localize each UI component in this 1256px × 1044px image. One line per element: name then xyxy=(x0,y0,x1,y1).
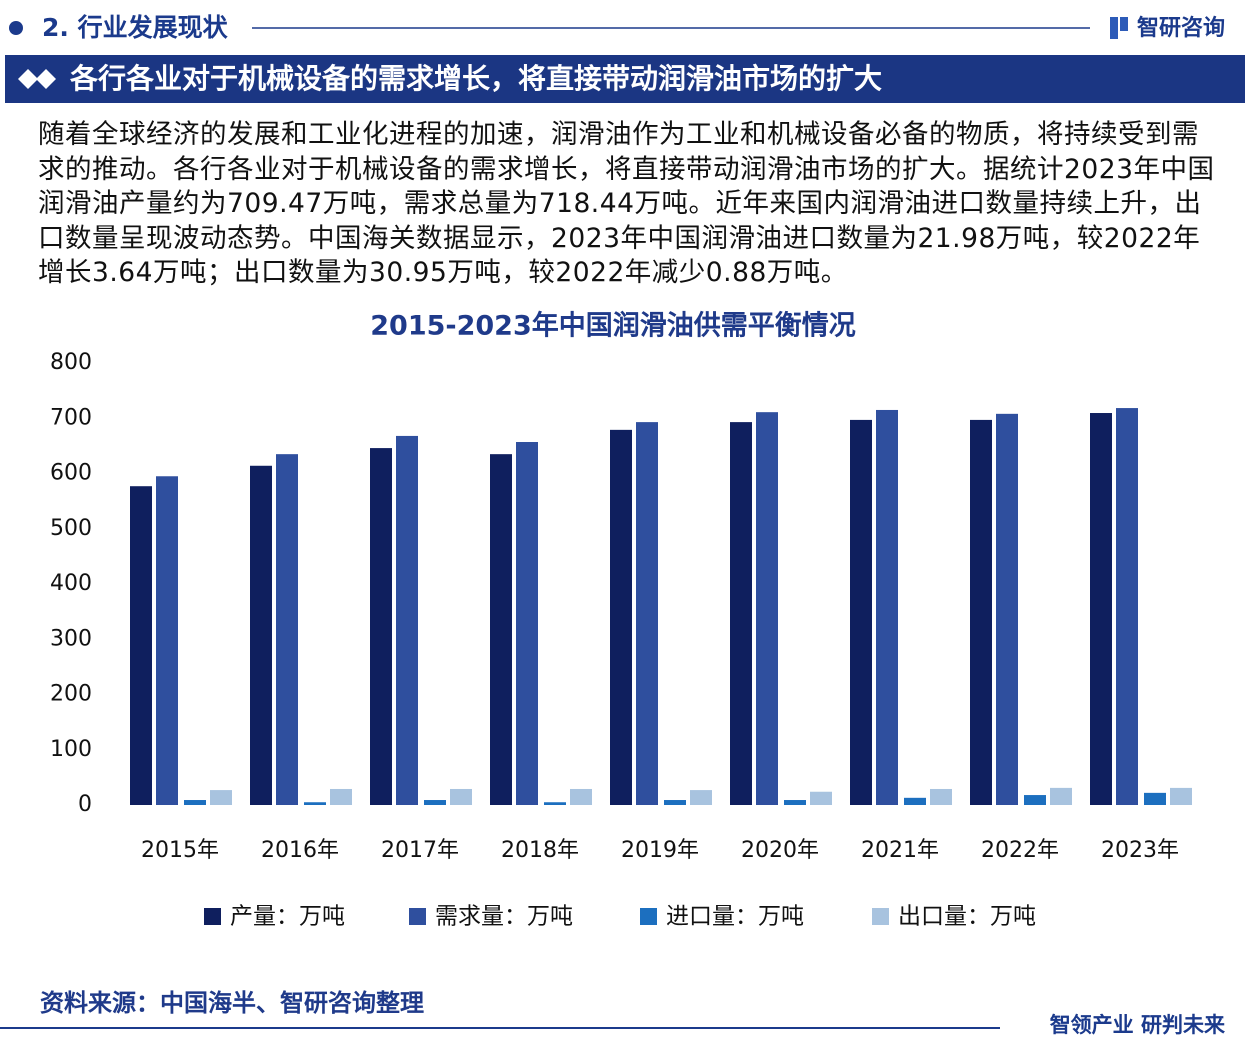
source: 资料来源：中国海半、智研咨询整理 xyxy=(40,989,424,1017)
legend-label: 产量：万吨 xyxy=(230,904,345,930)
legend-swatch xyxy=(204,908,221,925)
slogan: 智领产业 研判未来 xyxy=(1050,1013,1226,1037)
y-tick-label: 500 xyxy=(50,516,92,541)
bar xyxy=(996,413,1018,805)
bar xyxy=(636,422,658,805)
bar xyxy=(730,422,752,805)
bar xyxy=(756,412,778,805)
bar xyxy=(450,788,472,805)
x-tick-label: 2019年 xyxy=(621,838,699,863)
bar xyxy=(1144,792,1166,805)
x-tick-label: 2015年 xyxy=(141,838,219,863)
bar xyxy=(850,419,872,805)
paragraph: 随着全球经济的发展和工业化进程的加速，润滑油作为工业和机械设备必备的物质，将持续… xyxy=(38,119,1215,288)
x-tick-label: 2017年 xyxy=(381,838,459,863)
bar xyxy=(690,790,712,805)
bar xyxy=(1090,413,1112,805)
bar xyxy=(610,429,632,805)
bar xyxy=(276,454,298,805)
legend-swatch xyxy=(409,908,426,925)
legend-label: 需求量：万吨 xyxy=(435,904,573,930)
legend-label: 出口量：万吨 xyxy=(898,904,1036,930)
y-tick-label: 600 xyxy=(50,461,92,486)
bar xyxy=(544,802,566,805)
legend-label: 进口量：万吨 xyxy=(666,904,804,930)
bar xyxy=(1170,787,1192,805)
bar xyxy=(1116,408,1138,805)
bar xyxy=(370,448,392,805)
bar xyxy=(876,409,898,805)
legend-swatch xyxy=(872,908,889,925)
bar xyxy=(330,788,352,805)
y-tick-label: 0 xyxy=(78,792,92,817)
banner-title: 各行各业对于机械设备的需求增长，将直接带动润滑油市场的扩大 xyxy=(69,62,882,95)
chart-title: 2015-2023年中国润滑油供需平衡情况 xyxy=(370,310,856,342)
bar xyxy=(1050,787,1072,805)
logo-icon xyxy=(1120,17,1128,31)
bar xyxy=(930,788,952,805)
x-tick-label: 2018年 xyxy=(501,838,579,863)
x-tick-label: 2023年 xyxy=(1101,838,1179,863)
y-tick-label: 300 xyxy=(50,626,92,651)
bar xyxy=(424,800,446,805)
y-tick-label: 800 xyxy=(50,350,92,375)
bar xyxy=(250,465,272,805)
logo-icon xyxy=(1110,17,1118,39)
bar xyxy=(184,800,206,805)
x-tick-label: 2016年 xyxy=(261,838,339,863)
bar xyxy=(210,790,232,805)
bar xyxy=(664,800,686,805)
y-tick-label: 100 xyxy=(50,737,92,762)
y-tick-label: 400 xyxy=(50,571,92,596)
bullet xyxy=(9,21,23,35)
plot: 0 100 200 300 400 500 600 700 800 2015年 2016年 2017年… xyxy=(50,350,1192,930)
bar xyxy=(784,800,806,805)
bar xyxy=(516,442,538,805)
x-tick-label: 2020年 xyxy=(741,838,819,863)
legend-swatch xyxy=(640,908,657,925)
bar xyxy=(810,791,832,805)
bar xyxy=(1024,795,1046,805)
bar xyxy=(396,435,418,805)
bar xyxy=(130,486,152,805)
x-tick-label: 2022年 xyxy=(981,838,1059,863)
section-title: 2. 行业发展现状 xyxy=(42,13,229,42)
bar xyxy=(970,419,992,805)
y-tick-label: 700 xyxy=(50,405,92,430)
logo: 智研咨询 xyxy=(1137,15,1225,41)
banner xyxy=(5,55,1245,103)
bar xyxy=(904,797,926,805)
bar xyxy=(156,476,178,805)
bar xyxy=(570,788,592,805)
y-tick-label: 200 xyxy=(50,682,92,707)
banner-icon xyxy=(18,69,56,89)
bar xyxy=(304,802,326,805)
bar xyxy=(490,454,512,805)
x-tick-label: 2021年 xyxy=(861,838,939,863)
